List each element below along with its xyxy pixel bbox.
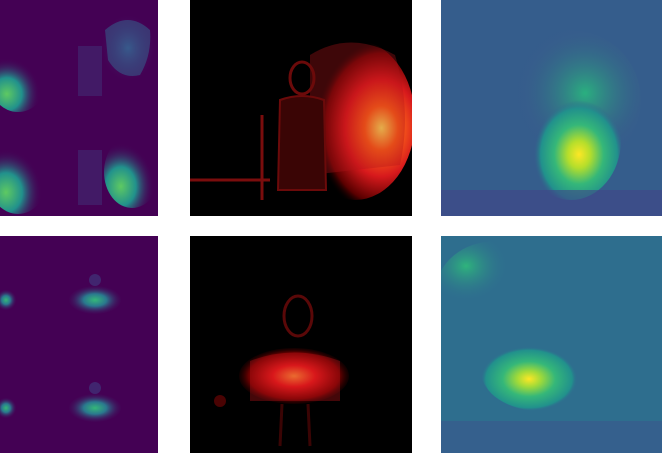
panel-r1-hot-saliency [190,0,412,216]
panel-r1-coarse-attention [441,0,662,216]
panel-r1-spectrum-tiles [0,0,158,216]
panel-r2-spectrum-tiles [0,236,158,453]
panel-r2-coarse-attention [441,236,662,453]
coarse-attention-image [441,0,662,216]
panel-r2-hot-saliency [190,236,412,453]
spectrum-tiles-image [0,0,158,216]
spectrum-tiles-image-2 [0,236,158,453]
hot-saliency-image [190,0,412,216]
hot-saliency-image-2 [190,236,412,453]
coarse-attention-image-2 [441,236,662,453]
